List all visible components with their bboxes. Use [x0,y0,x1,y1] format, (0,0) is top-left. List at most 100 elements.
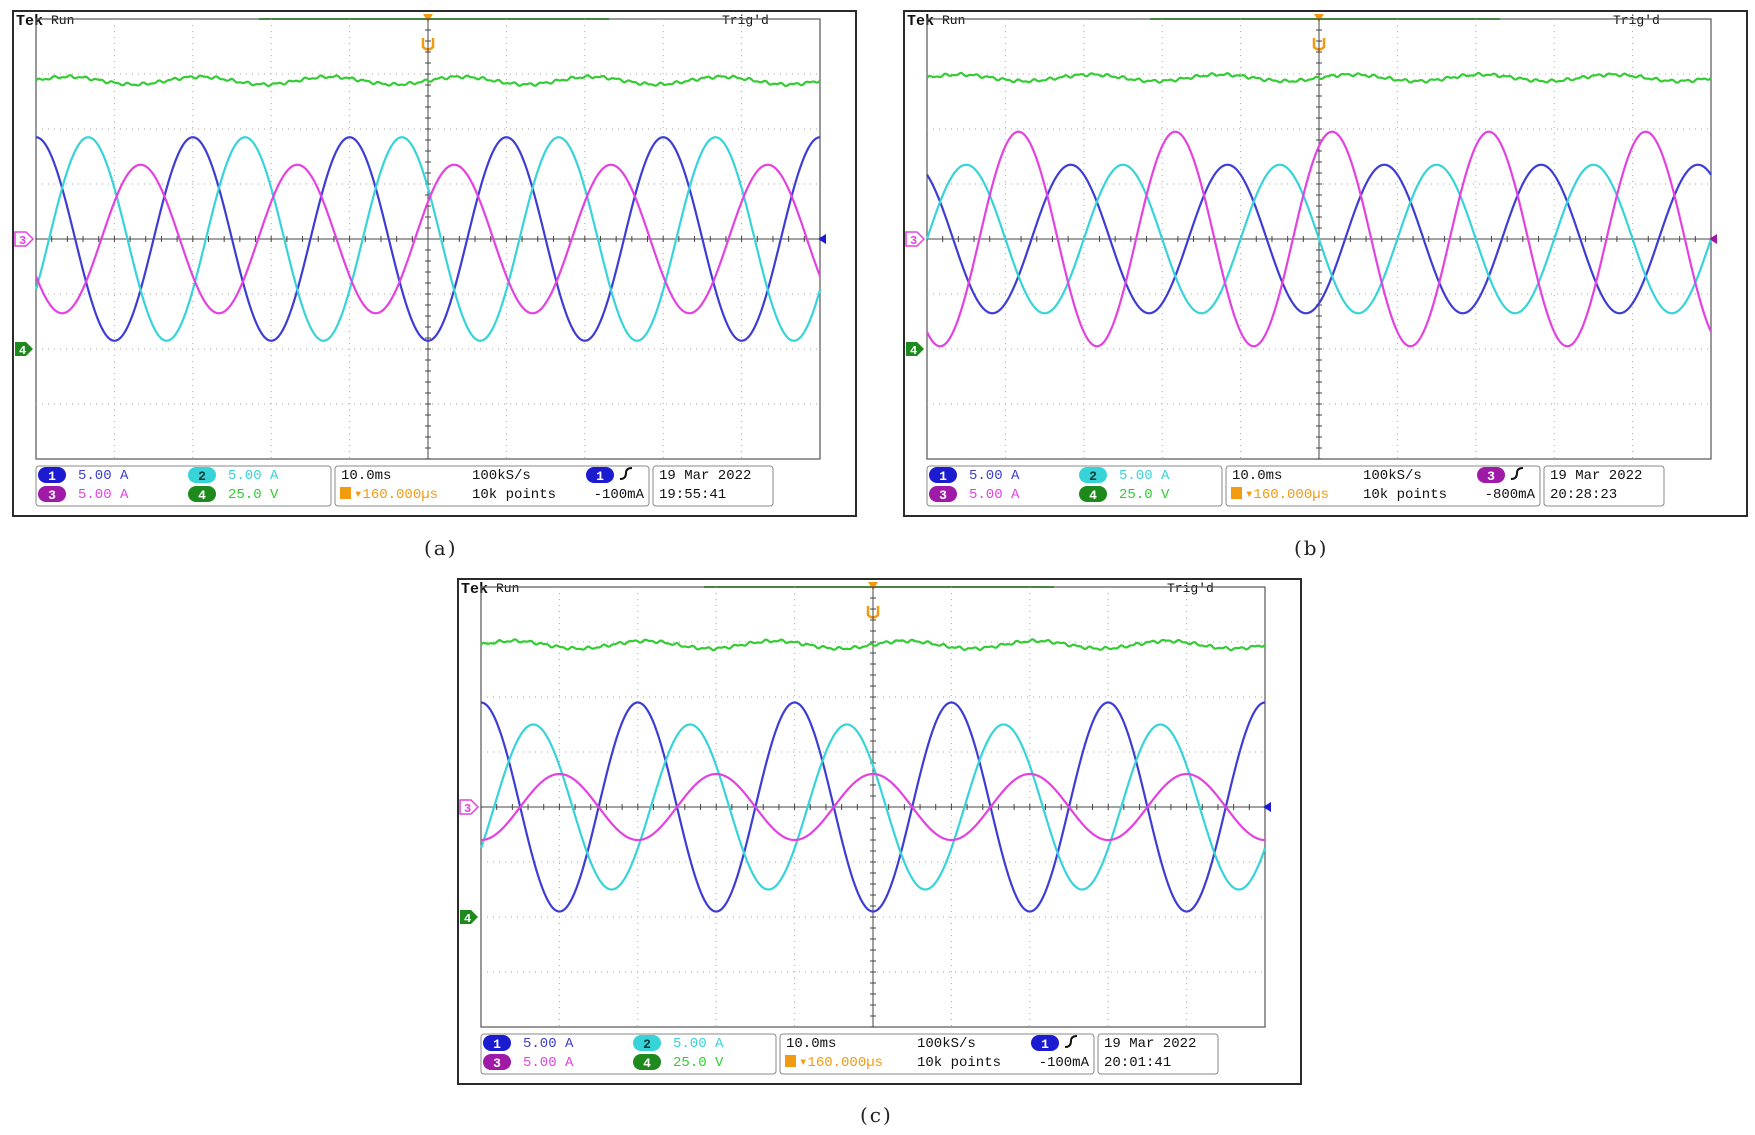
trigger-level: -100mA [594,487,645,503]
ch2-scale: 5.00 A [228,468,279,484]
ch1-scale: 5.00 A [78,468,129,484]
record-length: 10k points [917,1055,1001,1071]
trace-ch2 [479,723,1267,891]
ch3-badge-number: 3 [939,488,947,503]
timebase-readout-box [1225,465,1541,507]
horizontal-delay: ▾160.000µs [354,487,438,503]
channel-readout-box [926,465,1223,507]
ch1-badge-number: 1 [493,1037,501,1052]
ch2-badge-oval [1079,467,1107,483]
ch3-badge: 3 [483,1054,511,1071]
rising-edge-icon [1064,1035,1078,1048]
ch4-scale: 25.0 V [228,487,279,503]
timebase-readout-box [334,465,650,507]
ch1-badge-oval [929,467,957,483]
ch3-marker-number: 3 [464,802,471,816]
ch1-badge: 1 [483,1035,511,1052]
trigger-source-badge-number: 3 [1487,469,1495,484]
trigger-source-badge-oval [586,467,614,483]
delay-icon [1231,487,1242,499]
ch2-badge: 2 [1079,467,1107,484]
tek-logo: Tek [461,581,488,598]
trigger-position-marker-icon [868,582,878,590]
trace-ch1 [480,701,1266,913]
ch3-ground-marker-icon: 3 [459,799,480,816]
caption-b: (b) [1294,536,1329,560]
trigger-level-arrow-icon [1263,802,1271,812]
date-readout: 19 Mar 2022 [1550,468,1642,484]
time-readout: 20:01:41 [1104,1055,1171,1071]
ch2-badge-oval [633,1035,661,1051]
ch1-badge-oval [483,1035,511,1051]
sample-rate: 100kS/s [1363,468,1422,484]
ch3-scale: 5.00 A [969,487,1020,503]
tek-logo: Tek [16,13,43,30]
ch1-badge-number: 1 [48,469,56,484]
trigger-status: Trig'd [722,13,769,28]
ch2-badge-oval [188,467,216,483]
ch3-ground-marker-icon: 3 [14,231,35,248]
ch3-badge-oval [483,1054,511,1070]
ch4-ground-marker-icon: 4 [460,910,478,926]
ch4-scale: 25.0 V [1119,487,1170,503]
record-length: 10k points [1363,487,1447,503]
trigger-source-badge-oval [1031,1035,1059,1051]
ch3-badge-oval [38,486,66,502]
trigger-level-arrow-icon [1709,234,1717,244]
horizontal-delay: ▾160.000µs [799,1055,883,1071]
trigger-source-badge: 3 [1477,467,1505,484]
trigger-level-arrow-icon [818,234,826,244]
rising-edge-icon [1510,467,1524,480]
record-length: 10k points [472,487,556,503]
ch1-badge-oval [38,467,66,483]
caption-a: (a) [424,536,458,560]
ch4-badge: 4 [633,1054,661,1071]
trace-ch2 [925,163,1713,315]
delay-icon [340,487,351,499]
ch4-badge: 4 [1079,486,1107,503]
ch2-badge-number: 2 [643,1037,651,1052]
ch1-badge: 1 [38,467,66,484]
trigger-position-marker-icon [423,14,433,22]
trigger-source-badge: 1 [586,467,614,484]
ch4-marker-number: 4 [464,912,471,926]
ch4-ground-marker-icon: 4 [906,342,924,358]
ch1-scale: 5.00 A [523,1036,574,1052]
trigger-source-badge-oval [1477,467,1505,483]
scope-panel-c: Tek Run Trig'd 3 4 1 5.00 A 3 5.00 A 2 5.00 A 4 25.0… [457,578,1302,1085]
trigger-level: -800mA [1485,487,1536,503]
trigger-source-badge: 1 [1031,1035,1059,1052]
acquisition-state: Run [51,13,74,28]
time-per-division: 10.0ms [1232,468,1282,484]
trigger-source-badge-number: 1 [1041,1037,1049,1052]
ch3-badge: 3 [929,486,957,503]
ch4-scale: 25.0 V [673,1055,724,1071]
ch4-badge-number: 4 [198,488,206,503]
trace-ch4 [480,638,1266,652]
ch1-scale: 5.00 A [969,468,1020,484]
date-readout: 19 Mar 2022 [659,468,751,484]
trace-ch3 [926,130,1713,348]
trace-ch3 [34,163,822,315]
channel-readout-box [35,465,332,507]
tek-logo: Tek [907,13,934,30]
ch3-scale: 5.00 A [78,487,129,503]
ch2-scale: 5.00 A [1119,468,1170,484]
trace-ch3 [480,772,1266,842]
ch2-badge-number: 2 [198,469,206,484]
graticule [35,18,821,460]
acquisition-state: Run [496,581,519,596]
scope-panel-a: Tek Run Trig'd 3 4 1 5.00 A 3 5.00 A 2 5.00 A 4 25.0… [12,10,857,517]
scope-screen-b: Tek Run Trig'd 3 4 1 5.00 A 3 5.00 A 2 5.00 A 4 25.0… [905,13,1717,507]
time-per-division: 10.0ms [341,468,391,484]
ch4-marker-number: 4 [19,344,26,358]
ch2-scale: 5.00 A [673,1036,724,1052]
trigger-status: Trig'd [1167,581,1214,596]
ch3-marker-number: 3 [19,234,26,248]
scope-screen-c: Tek Run Trig'd 3 4 1 5.00 A 3 5.00 A 2 5.00 A 4 25.0… [459,581,1271,1075]
timebase-readout-box [779,1033,1095,1075]
ch3-marker-number: 3 [910,234,917,248]
sample-rate: 100kS/s [917,1036,976,1052]
ch4-badge-number: 4 [1089,488,1097,503]
trace-ch1 [926,163,1712,315]
